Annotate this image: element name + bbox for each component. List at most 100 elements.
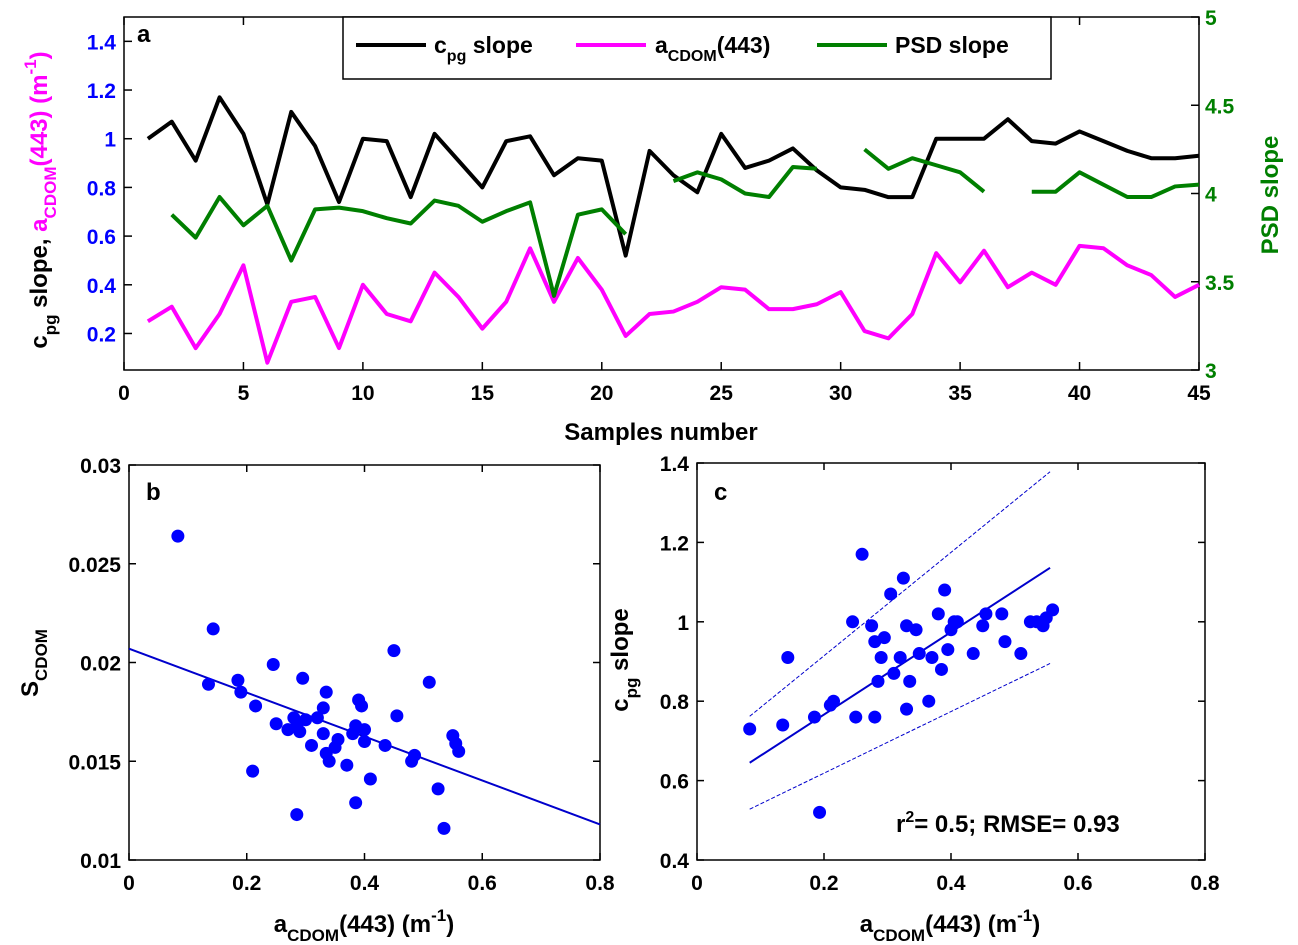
panel-a-label: a bbox=[137, 21, 151, 48]
scatter-point bbox=[234, 685, 248, 699]
y-tick-label-left: 0.6 bbox=[87, 226, 116, 249]
scatter-point bbox=[912, 647, 926, 661]
panel-c-points bbox=[743, 547, 1060, 819]
scatter-point bbox=[896, 571, 910, 585]
y-tick-label-left: 0.2 bbox=[87, 323, 116, 346]
scatter-point bbox=[776, 718, 790, 732]
scatter-point bbox=[884, 587, 898, 601]
panel-a: 0 5 10 15 20 25 30 35 40 45 0.20.40.60.811.21.4 3… bbox=[21, 7, 1284, 446]
scatter-point bbox=[807, 710, 821, 724]
series-line-acdom bbox=[146, 243, 1200, 365]
x-tick-label: 0.2 bbox=[809, 872, 838, 895]
scatter-point bbox=[874, 651, 888, 665]
panel-a-x-axis-label: Samples number bbox=[564, 419, 757, 446]
x-tick-label: 45 bbox=[1187, 382, 1211, 405]
x-tick-label: 0.6 bbox=[1063, 872, 1092, 895]
series-line-psd-slope bbox=[863, 147, 986, 194]
scatter-point bbox=[290, 808, 304, 822]
scatter-point bbox=[408, 748, 422, 762]
scatter-point bbox=[1046, 603, 1060, 617]
y-tick-label: 0.8 bbox=[660, 691, 690, 714]
scatter-point bbox=[390, 709, 404, 723]
y-tick-label-right: 4.5 bbox=[1205, 95, 1235, 118]
y-tick-label: 0.02 bbox=[80, 653, 121, 676]
scatter-point bbox=[903, 674, 917, 688]
scatter-point bbox=[316, 727, 330, 741]
scatter-point bbox=[900, 702, 914, 716]
scatter-point bbox=[358, 735, 371, 748]
panel-c-fit-lines bbox=[749, 471, 1051, 810]
y-tick-label: 0.025 bbox=[68, 554, 121, 577]
scatter-point bbox=[950, 615, 964, 629]
y-tick-label-left: 1.2 bbox=[87, 80, 116, 103]
scatter-point bbox=[378, 738, 392, 752]
y-tick-label: 0.4 bbox=[660, 850, 690, 873]
y-tick-label-right: 3 bbox=[1205, 360, 1217, 383]
scatter-point bbox=[893, 651, 907, 665]
scatter-point bbox=[246, 764, 260, 778]
panel-c-annotation: r2= 0.5; RMSE= 0.93 bbox=[896, 809, 1120, 838]
scatter-point bbox=[855, 547, 869, 561]
x-tick-label: 0.2 bbox=[232, 872, 261, 895]
y-tick-label-left: 0.4 bbox=[87, 275, 117, 298]
x-tick-label: 0.8 bbox=[585, 872, 615, 895]
y-tick-label: 0.6 bbox=[660, 771, 689, 794]
scatter-point bbox=[922, 694, 936, 708]
legend-box bbox=[342, 16, 1052, 80]
scatter-point bbox=[296, 671, 310, 685]
x-tick-label: 30 bbox=[829, 382, 852, 405]
scatter-point bbox=[437, 821, 451, 835]
scatter-point bbox=[293, 725, 307, 739]
y-tick-label: 0.015 bbox=[68, 751, 121, 774]
panel-b-y-ticks: 0.01 0.015 0.02 0.025 0.03 bbox=[68, 455, 600, 873]
scatter-point bbox=[349, 796, 363, 810]
scatter-point bbox=[941, 643, 955, 657]
x-tick-label: 10 bbox=[351, 382, 374, 405]
scatter-point bbox=[995, 607, 1009, 621]
panel-a-series bbox=[146, 95, 1200, 365]
scatter-point bbox=[938, 583, 952, 597]
scatter-point bbox=[340, 758, 354, 772]
x-tick-label: 15 bbox=[471, 382, 495, 405]
x-tick-label: 0 bbox=[691, 872, 703, 895]
x-tick-label: 0.6 bbox=[468, 872, 497, 895]
scatter-point bbox=[305, 738, 319, 752]
scatter-point bbox=[1014, 647, 1028, 661]
y-tick-label: 1 bbox=[677, 612, 689, 635]
panel-c-label: c bbox=[714, 479, 727, 506]
scatter-point bbox=[231, 673, 245, 687]
scatter-point bbox=[355, 699, 369, 713]
panel-c-y-ticks: 0.4 0.6 0.8 1 1.2 1.4 bbox=[660, 453, 1205, 873]
scatter-point bbox=[316, 701, 330, 715]
scatter-point bbox=[249, 699, 263, 713]
scatter-point bbox=[849, 710, 863, 724]
x-tick-label: 0.4 bbox=[936, 872, 966, 895]
series-line-psd-slope bbox=[170, 195, 628, 298]
y-tick-label-left: 1.4 bbox=[87, 31, 117, 54]
x-tick-label: 5 bbox=[238, 382, 250, 405]
scatter-point bbox=[743, 722, 757, 736]
series-line-psd-slope bbox=[1031, 170, 1200, 200]
scatter-point bbox=[322, 754, 336, 768]
x-tick-label: 25 bbox=[710, 382, 734, 405]
scatter-point bbox=[976, 619, 990, 633]
x-tick-label: 0 bbox=[123, 872, 135, 895]
panel-b-x-axis-label: aCDOM(443) (m-1) bbox=[274, 906, 454, 945]
scatter-point bbox=[358, 723, 371, 737]
y-tick-label-left: 1 bbox=[104, 129, 116, 152]
legend-label-acdom: aCDOM(443) bbox=[655, 32, 770, 65]
scatter-point bbox=[781, 651, 795, 665]
x-tick-label: 0.8 bbox=[1190, 872, 1220, 895]
panel-a-y-axis-label-right: PSD slope bbox=[1257, 136, 1284, 255]
panel-b-x-ticks: 0 0.2 0.4 0.6 0.8 bbox=[123, 465, 615, 895]
y-tick-label: 1.4 bbox=[660, 453, 690, 476]
scatter-point bbox=[813, 805, 827, 819]
scatter-point bbox=[887, 666, 901, 680]
panel-b: 0 0.2 0.4 0.6 0.8 0.01 0.015 0.02 0.025 0.03 b a… bbox=[17, 455, 615, 945]
scatter-point bbox=[171, 529, 185, 543]
scatter-point bbox=[966, 647, 980, 661]
scatter-point bbox=[206, 622, 220, 636]
panel-a-y-ticks-right: 3 3.5 4 4.5 5 bbox=[1191, 7, 1235, 383]
x-tick-label: 35 bbox=[948, 382, 972, 405]
